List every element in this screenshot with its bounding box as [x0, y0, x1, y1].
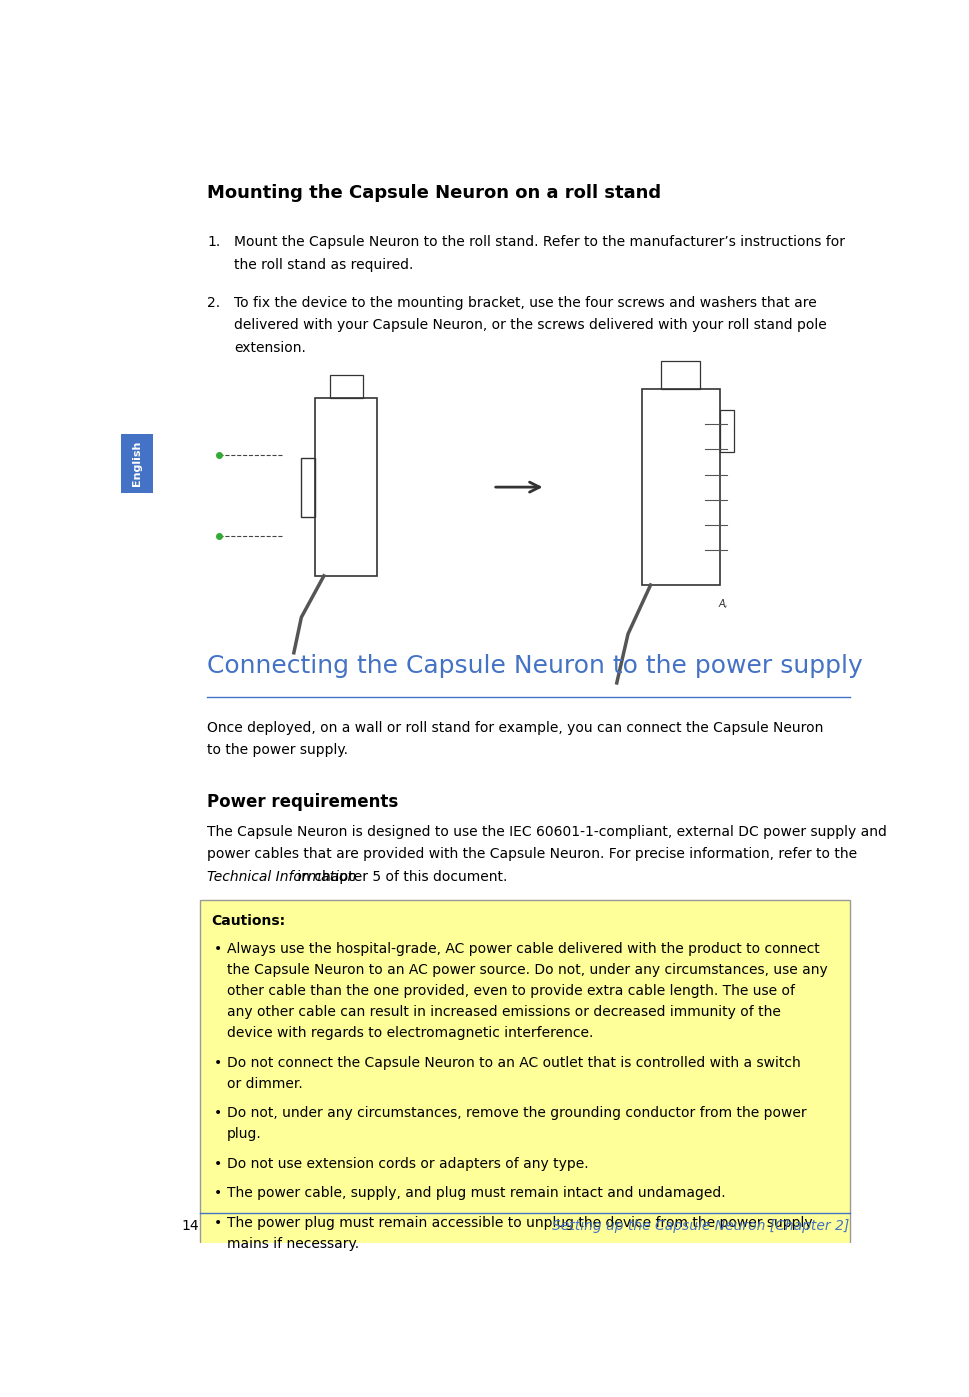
Text: Do not connect the Capsule Neuron to an AC outlet that is controlled with a swit: Do not connect the Capsule Neuron to an … [227, 1056, 800, 1070]
Text: A,: A, [718, 599, 728, 609]
Bar [301, 458, 316, 517]
Text: Mounting the Capsule Neuron on a roll stand: Mounting the Capsule Neuron on a roll st… [207, 184, 662, 201]
Text: plug.: plug. [227, 1127, 262, 1141]
Bar [121, 434, 153, 493]
Text: other cable than the one provided, even to provide extra cable length. The use o: other cable than the one provided, even … [227, 983, 795, 997]
Text: the Capsule Neuron to an AC power source. Do not, under any circumstances, use a: the Capsule Neuron to an AC power source… [227, 963, 828, 977]
Text: Power requirements: Power requirements [207, 792, 398, 810]
Text: extension.: extension. [234, 341, 305, 355]
Text: 1.: 1. [207, 236, 221, 250]
Text: •: • [213, 1106, 222, 1120]
Text: any other cable can result in increased emissions or decreased immunity of the: any other cable can result in increased … [227, 1004, 781, 1018]
Text: Connecting the Capsule Neuron to the power supply: Connecting the Capsule Neuron to the pow… [207, 654, 863, 678]
Bar [316, 398, 377, 576]
Text: Do not, under any circumstances, remove the grounding conductor from the power: Do not, under any circumstances, remove … [227, 1106, 806, 1120]
Text: Mount the Capsule Neuron to the roll stand. Refer to the manufacturer’s instruct: Mount the Capsule Neuron to the roll sta… [234, 236, 845, 250]
Text: To fix the device to the mounting bracket, use the four screws and washers that : To fix the device to the mounting bracke… [234, 296, 817, 310]
Text: •: • [213, 1186, 222, 1200]
Text: to the power supply.: to the power supply. [207, 743, 349, 757]
Text: The power cable, supply, and plug must remain intact and undamaged.: The power cable, supply, and plug must r… [227, 1186, 726, 1200]
Text: the roll stand as required.: the roll stand as required. [234, 258, 413, 272]
Text: Cautions:: Cautions: [211, 914, 285, 928]
Text: Once deployed, on a wall or roll stand for example, you can connect the Capsule : Once deployed, on a wall or roll stand f… [207, 721, 824, 735]
Text: •: • [213, 942, 222, 956]
Text: Setting up the Capsule Neuron [Chapter 2]: Setting up the Capsule Neuron [Chapter 2… [552, 1218, 850, 1232]
Bar [720, 411, 735, 453]
Bar [661, 362, 701, 390]
Text: Do not use extension cords or adapters of any type.: Do not use extension cords or adapters o… [227, 1157, 588, 1171]
Text: or dimmer.: or dimmer. [227, 1077, 302, 1091]
Text: English: English [132, 441, 141, 486]
Text: The Capsule Neuron is designed to use the IEC 60601-1-compliant, external DC pow: The Capsule Neuron is designed to use th… [207, 824, 888, 838]
Bar [329, 374, 363, 398]
Text: in chapter 5 of this document.: in chapter 5 of this document. [293, 870, 508, 884]
Text: The power plug must remain accessible to unplug the device from the power supply: The power plug must remain accessible to… [227, 1215, 813, 1229]
Text: 2.: 2. [207, 296, 221, 310]
Text: •: • [213, 1157, 222, 1171]
Text: •: • [213, 1056, 222, 1070]
Text: delivered with your Capsule Neuron, or the screws delivered with your roll stand: delivered with your Capsule Neuron, or t… [234, 319, 827, 332]
Text: Always use the hospital-grade, AC power cable delivered with the product to conn: Always use the hospital-grade, AC power … [227, 942, 820, 956]
Text: •: • [213, 1215, 222, 1229]
Text: power cables that are provided with the Capsule Neuron. For precise information,: power cables that are provided with the … [207, 848, 858, 862]
Text: 14: 14 [181, 1218, 199, 1232]
Bar [641, 390, 720, 585]
Text: Technical Information: Technical Information [207, 870, 357, 884]
Text: device with regards to electromagnetic interference.: device with regards to electromagnetic i… [227, 1025, 593, 1039]
Text: mains if necessary.: mains if necessary. [227, 1236, 359, 1250]
Bar [200, 900, 850, 1282]
